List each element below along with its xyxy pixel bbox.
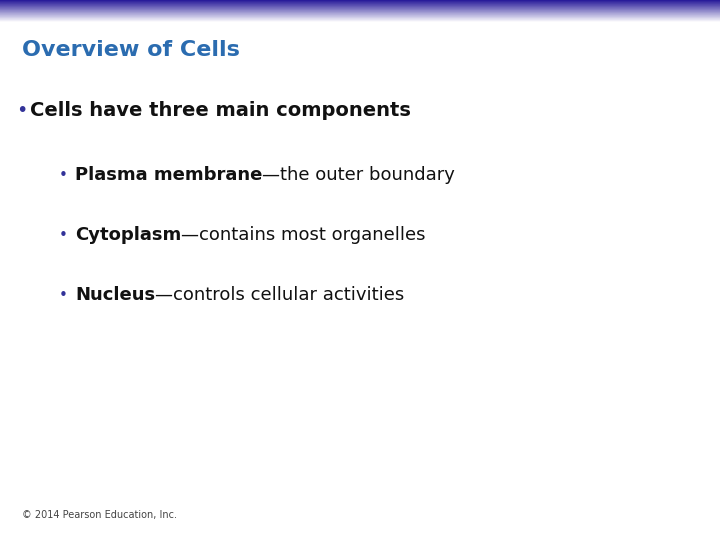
Text: © 2014 Pearson Education, Inc.: © 2014 Pearson Education, Inc. bbox=[22, 510, 177, 520]
Text: •: • bbox=[59, 287, 68, 302]
Text: •: • bbox=[59, 227, 68, 242]
Text: Cytoplasm: Cytoplasm bbox=[75, 226, 181, 244]
Text: —controls cellular activities: —controls cellular activities bbox=[155, 286, 405, 304]
Text: •: • bbox=[16, 100, 27, 119]
Text: Plasma membrane: Plasma membrane bbox=[75, 166, 262, 184]
Text: —the outer boundary: —the outer boundary bbox=[262, 166, 455, 184]
Text: —contains most organelles: —contains most organelles bbox=[181, 226, 426, 244]
Text: Overview of Cells: Overview of Cells bbox=[22, 40, 240, 60]
Text: •: • bbox=[59, 167, 68, 183]
Text: Cells have three main components: Cells have three main components bbox=[30, 100, 411, 119]
Text: Nucleus: Nucleus bbox=[75, 286, 155, 304]
